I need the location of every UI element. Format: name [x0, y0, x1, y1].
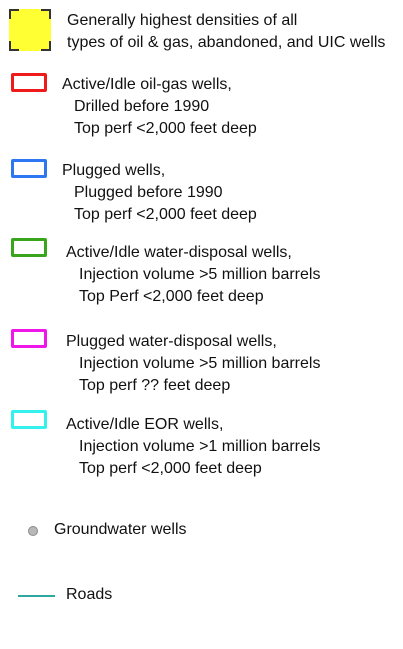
- groundwater-well-dot-icon: [28, 526, 38, 536]
- plugged-water-disposal-line-3: Top perf ?? feet deep: [79, 377, 231, 394]
- plugged-water-disposal-label: Plugged water-disposal wells, Injection …: [66, 331, 320, 397]
- roads-label: Roads: [66, 584, 112, 606]
- active-idle-water-disposal-line-1: Active/Idle water-disposal wells,: [66, 244, 292, 261]
- magenta-outline-swatch-icon: [11, 329, 47, 348]
- active-idle-water-disposal-line-2: Injection volume >5 million barrels: [79, 266, 321, 283]
- plugged-wells-line-3: Top perf <2,000 feet deep: [74, 206, 257, 223]
- road-line-icon: [18, 595, 55, 597]
- plugged-water-disposal-line-1: Plugged water-disposal wells,: [66, 333, 277, 350]
- red-outline-swatch-icon: [11, 73, 47, 92]
- high-density-line-1: Generally highest densities of all: [67, 12, 298, 29]
- corner-top-left-icon: [9, 9, 19, 19]
- high-density-label: Generally highest densities of all types…: [67, 10, 385, 54]
- active-idle-oil-gas-line-3: Top perf <2,000 feet deep: [74, 120, 257, 137]
- plugged-water-disposal-line-2: Injection volume >5 million barrels: [79, 355, 321, 372]
- plugged-wells-label: Plugged wells, Plugged before 1990 Top p…: [62, 160, 257, 226]
- cyan-outline-swatch-icon: [11, 410, 47, 429]
- groundwater-wells-label: Groundwater wells: [54, 519, 187, 541]
- corner-bottom-right-icon: [41, 41, 51, 51]
- blue-outline-swatch-icon: [11, 159, 47, 178]
- active-idle-oil-gas-line-1: Active/Idle oil-gas wells,: [62, 76, 232, 93]
- green-outline-swatch-icon: [11, 238, 47, 257]
- yellow-density-swatch-icon: [9, 9, 51, 51]
- active-idle-eor-label: Active/Idle EOR wells, Injection volume …: [66, 414, 320, 480]
- high-density-line-2: types of oil & gas, abandoned, and UIC w…: [67, 34, 386, 51]
- plugged-wells-line-1: Plugged wells,: [62, 162, 166, 179]
- corner-bottom-left-icon: [9, 41, 19, 51]
- plugged-wells-line-2: Plugged before 1990: [74, 184, 223, 201]
- active-idle-oil-gas-line-2: Drilled before 1990: [74, 98, 210, 115]
- active-idle-eor-line-1: Active/Idle EOR wells,: [66, 416, 224, 433]
- active-idle-eor-line-3: Top perf <2,000 feet deep: [79, 460, 262, 477]
- active-idle-eor-line-2: Injection volume >1 million barrels: [79, 438, 321, 455]
- corner-top-right-icon: [41, 9, 51, 19]
- roads-line-1: Roads: [66, 586, 113, 603]
- active-idle-water-disposal-line-3: Top Perf <2,000 feet deep: [79, 288, 264, 305]
- active-idle-water-disposal-label: Active/Idle water-disposal wells, Inject…: [66, 242, 320, 308]
- groundwater-wells-line-1: Groundwater wells: [54, 521, 187, 538]
- active-idle-oil-gas-label: Active/Idle oil-gas wells, Drilled befor…: [62, 74, 257, 140]
